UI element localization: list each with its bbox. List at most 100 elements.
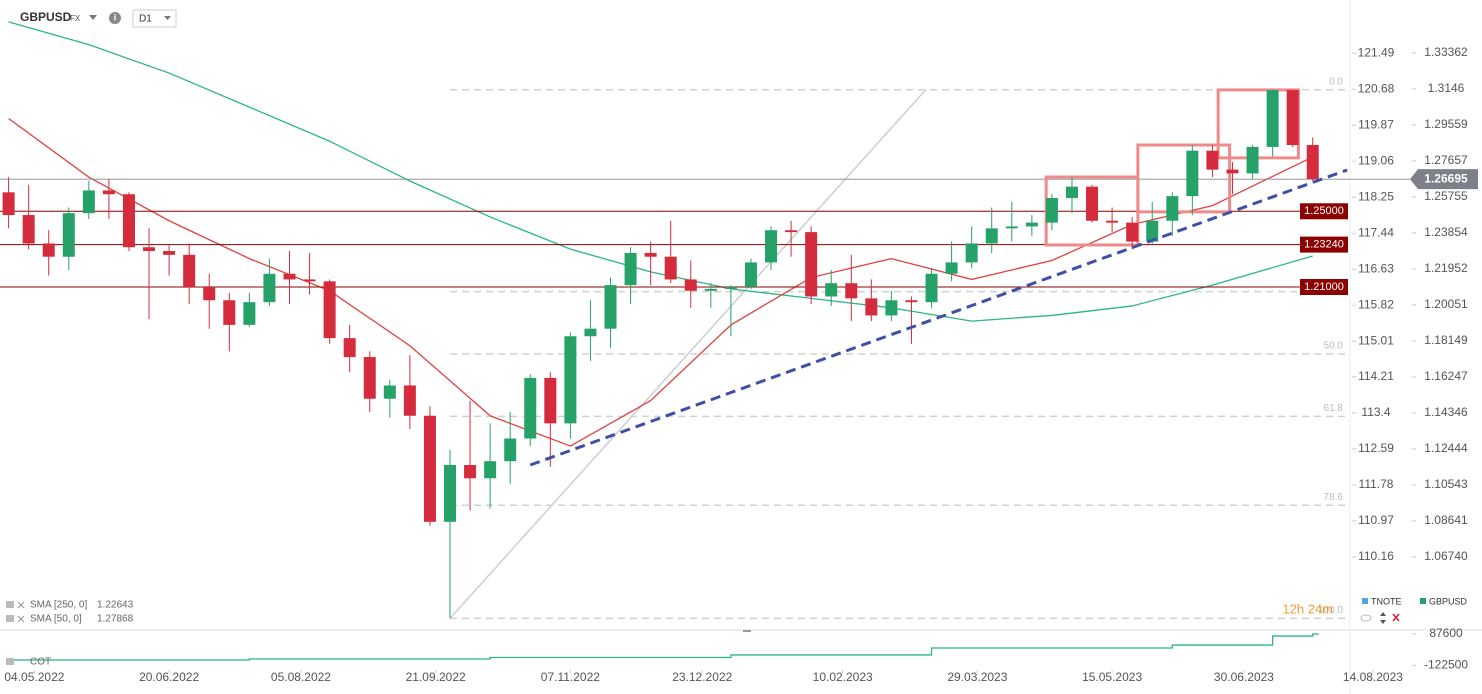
symbol-dropdown[interactable]	[89, 15, 97, 20]
legend-label[interactable]: GBPUSD	[1429, 596, 1468, 606]
candle-body	[805, 232, 818, 297]
y-tick-label: 1.20051	[1424, 297, 1468, 311]
y2-tick-label: 119.06	[1358, 153, 1394, 167]
candle-body	[42, 243, 55, 257]
y-tick-label: 1.23854	[1424, 225, 1468, 239]
eye-icon[interactable]	[1360, 614, 1372, 622]
x-tick-label: 29.03.2023	[947, 670, 1007, 684]
candle-body	[644, 252, 657, 257]
candle-body	[1186, 150, 1199, 197]
info-icon[interactable]	[109, 12, 121, 24]
y2-tick-label: 113.4	[1361, 405, 1390, 419]
interval-select[interactable]	[132, 9, 177, 28]
candle-body	[303, 279, 316, 282]
candle-body	[484, 461, 497, 479]
candle-body	[845, 283, 858, 299]
candle-body	[865, 298, 878, 316]
close-icon[interactable]	[1392, 613, 1400, 622]
y-tick-label: 1.10543	[1424, 477, 1468, 491]
x-tick-label: 05.08.2022	[271, 670, 331, 684]
candle-body	[684, 279, 697, 291]
candle-body	[744, 262, 757, 288]
x-tick-label: 23.12.2022	[672, 670, 732, 684]
toolbar: GBPUSD FX i D1	[20, 9, 177, 28]
candle-body	[1306, 145, 1319, 180]
y-tick-label: 1.21952	[1424, 261, 1468, 275]
fib-label: 78.6	[1324, 492, 1344, 503]
legend-swatch	[1420, 598, 1426, 604]
candle-body	[504, 438, 517, 462]
y-tick-label: 1.33362	[1424, 45, 1468, 59]
interval-arrow	[164, 16, 171, 20]
y2-tick-label: 121.49	[1358, 45, 1395, 59]
candle-body	[785, 230, 798, 233]
candle-body	[1126, 222, 1139, 242]
indicator-menu[interactable]	[6, 615, 14, 622]
indicator-label: SMA [50, 0]	[30, 614, 82, 625]
candle-body	[905, 300, 918, 303]
order-icon[interactable]	[1380, 612, 1386, 624]
candle-body	[2, 192, 15, 216]
y2-tick-label: 115.82	[1358, 297, 1394, 311]
candle-body	[1005, 226, 1018, 229]
candle-body	[203, 287, 216, 301]
y2-tick-label: 111.78	[1359, 477, 1394, 491]
candle-body	[223, 300, 236, 325]
candle-body	[724, 287, 737, 289]
candle-body	[1146, 220, 1159, 242]
candle-body	[765, 230, 778, 263]
y-tick-label: 1.3146	[1428, 81, 1465, 95]
cot-label: COT	[30, 657, 51, 668]
indicator-remove[interactable]	[17, 601, 25, 609]
x-tick-label: 15.05.2023	[1082, 670, 1142, 684]
symbol[interactable]: GBPUSD	[20, 10, 72, 24]
sma-line	[8, 21, 1313, 322]
y-tick-label: 1.29559	[1424, 117, 1468, 131]
candle-body	[423, 415, 436, 522]
y-tick-label: 1.08641	[1424, 513, 1468, 527]
trendline	[529, 168, 1348, 467]
candle-body	[444, 465, 456, 522]
candle-body	[704, 288, 717, 291]
candle-body	[1106, 220, 1119, 223]
candle-body	[383, 385, 396, 399]
y2-tick-label: 114.21	[1358, 369, 1394, 383]
candle-body	[363, 357, 376, 399]
candle-body	[102, 190, 115, 195]
x-tick-label: 14.08.2023	[1343, 670, 1403, 684]
y2-tick-label: 118.25	[1358, 189, 1394, 203]
candle-body	[263, 273, 276, 303]
candle-body	[1086, 186, 1099, 221]
price-level-label: 1.21000	[1304, 281, 1344, 293]
cot-line	[8, 633, 1319, 661]
cot-tick-label: -122500	[1424, 658, 1468, 672]
candle-body	[1286, 90, 1299, 146]
indicator-remove[interactable]	[17, 615, 25, 623]
candle-body	[183, 254, 196, 288]
candle-body	[1025, 222, 1038, 227]
indicator-menu[interactable]	[6, 601, 14, 608]
cot-menu[interactable]	[6, 658, 14, 665]
legend-swatch	[1362, 598, 1368, 604]
candle-body	[82, 190, 95, 214]
y-tick-label: 1.14346	[1424, 405, 1468, 419]
y-tick-label: 1.18149	[1424, 333, 1468, 347]
fib-label: 50.0	[1324, 341, 1344, 352]
candle-body	[1045, 198, 1058, 223]
candle-body	[985, 228, 998, 244]
candle-body	[243, 302, 256, 325]
y-tick-label: 1.25755	[1424, 189, 1468, 203]
candle-body	[624, 252, 637, 286]
candle-body	[544, 377, 557, 424]
fib-label: 0.0	[1329, 76, 1343, 87]
x-tick-label: 20.06.2022	[139, 670, 199, 684]
y2-tick-label: 110.97	[1358, 513, 1394, 527]
candle-body	[825, 283, 838, 297]
y2-tick-label: 115.01	[1358, 333, 1394, 347]
plot: 1.33362 1.3146 1.29559 1.27657 1.25755 1.2385…	[0, 21, 1478, 684]
candle-body	[1065, 186, 1078, 199]
candle-body	[122, 194, 135, 248]
legend-label[interactable]: TNOTE	[1371, 596, 1402, 606]
indicator-value: 1.22643	[97, 600, 134, 611]
